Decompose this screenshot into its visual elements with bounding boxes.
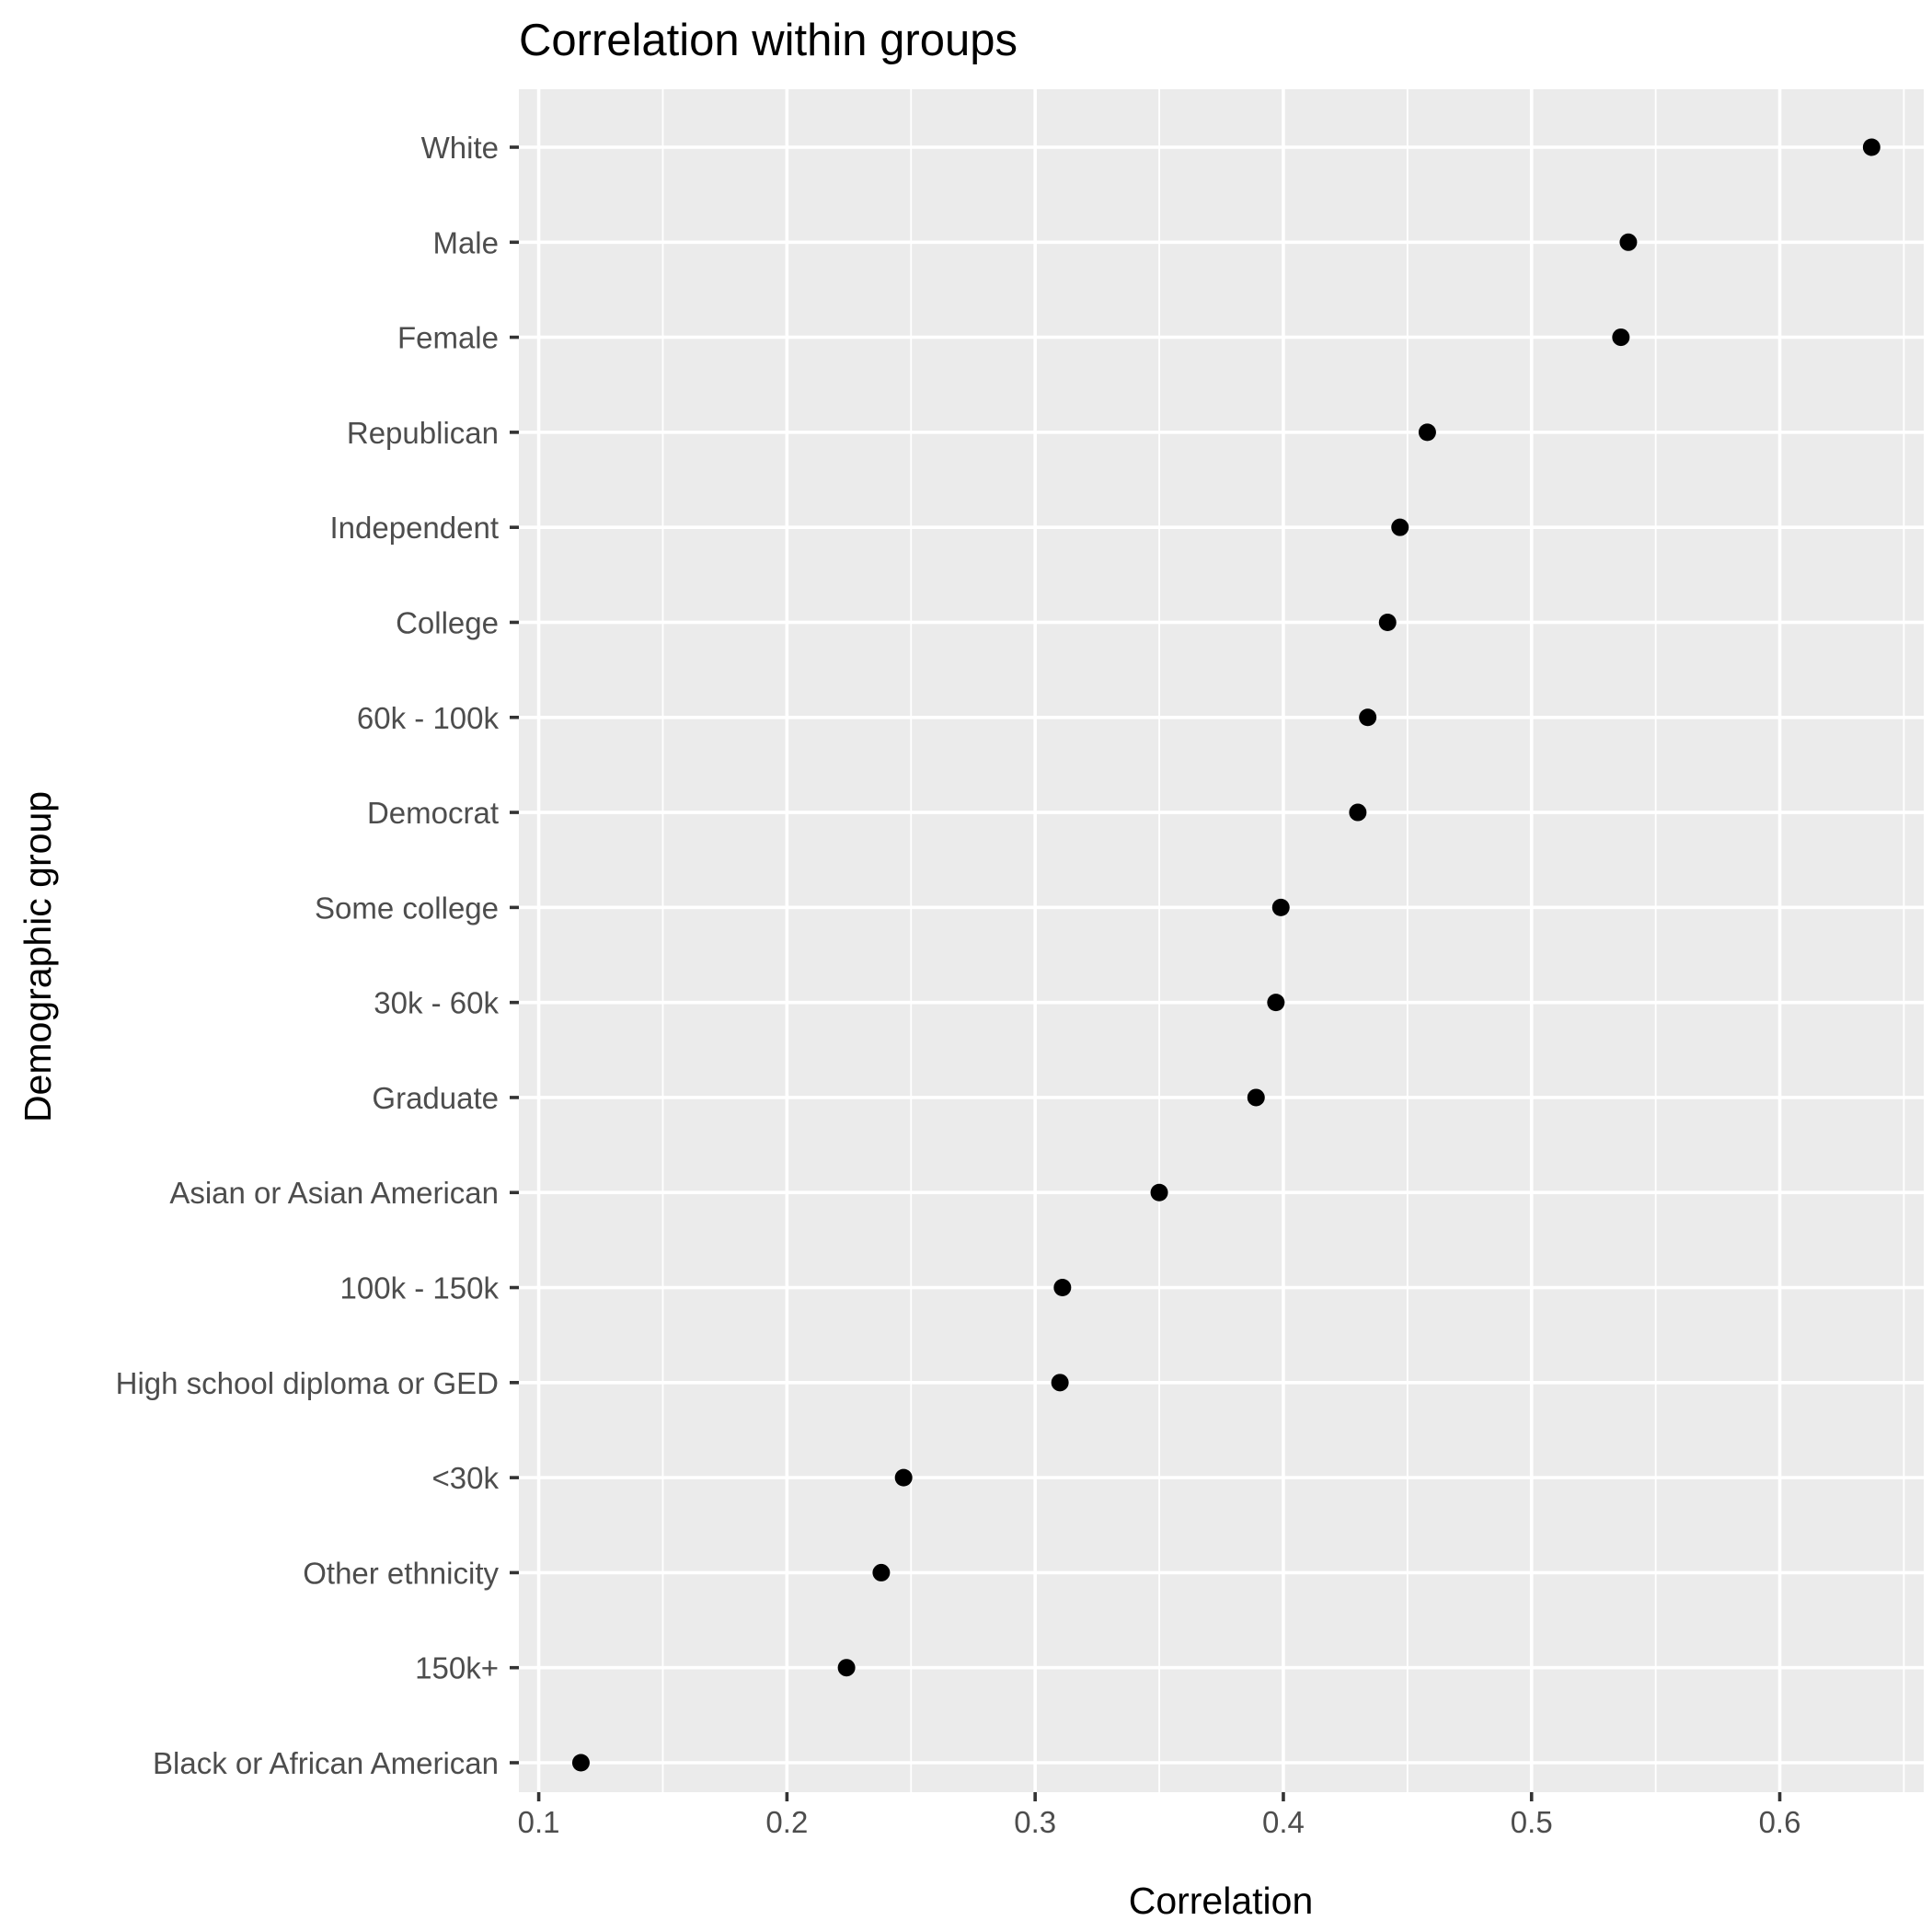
- data-point-16: [837, 1659, 856, 1677]
- x-tick-label-0: 0.1: [518, 1805, 560, 1839]
- y-tick-label-7: Democrat: [367, 796, 499, 830]
- y-axis: White Male Female Republican Independent Coll…: [116, 131, 519, 1780]
- data-points: [571, 138, 1880, 1772]
- chart-title: Correlation within groups: [519, 16, 1018, 65]
- y-tick-label-3: Republican: [347, 416, 499, 450]
- y-tick-label-11: Asian or Asian American: [169, 1176, 499, 1210]
- x-tick-label-1: 0.2: [765, 1805, 808, 1839]
- y-tick-label-14: <30k: [432, 1461, 500, 1495]
- y-tick-label-15: Other ethnicity: [303, 1556, 499, 1590]
- y-axis-title: Demographic group: [17, 791, 59, 1122]
- data-point-15: [872, 1563, 891, 1581]
- x-tick-label-5: 0.6: [1759, 1805, 1801, 1839]
- data-point-12: [1053, 1279, 1072, 1297]
- x-tick-label-2: 0.3: [1014, 1805, 1056, 1839]
- y-tick-label-9: 30k - 60k: [374, 986, 499, 1020]
- data-point-10: [1247, 1088, 1265, 1107]
- data-point-2: [1612, 328, 1630, 347]
- data-point-5: [1378, 613, 1397, 631]
- data-point-11: [1150, 1183, 1168, 1202]
- data-point-17: [571, 1754, 590, 1772]
- y-tick-label-6: 60k - 100k: [357, 701, 500, 735]
- data-point-7: [1349, 803, 1367, 822]
- y-tick-label-1: Male: [432, 225, 499, 259]
- y-tick-label-12: 100k - 150k: [340, 1271, 500, 1305]
- y-tick-label-2: Female: [397, 321, 499, 355]
- minor-gridlines: [661, 89, 1905, 1792]
- y-tick-label-10: Graduate: [372, 1081, 499, 1115]
- data-point-4: [1391, 518, 1409, 536]
- data-point-14: [894, 1468, 913, 1487]
- plot-panel: [519, 89, 1924, 1792]
- x-tick-label-4: 0.5: [1511, 1805, 1553, 1839]
- y-tick-label-0: White: [421, 131, 499, 165]
- y-tick-label-13: High school diploma or GED: [116, 1366, 499, 1400]
- y-tick-label-16: 150k+: [415, 1651, 499, 1685]
- data-point-8: [1271, 898, 1290, 916]
- x-tick-label-3: 0.4: [1262, 1805, 1305, 1839]
- data-point-3: [1418, 423, 1436, 442]
- data-point-13: [1051, 1374, 1069, 1392]
- data-point-0: [1862, 138, 1880, 156]
- y-tick-label-17: Black or African American: [153, 1746, 499, 1780]
- x-axis: 0.1 0.2 0.3 0.4 0.5 0.6: [518, 1792, 1801, 1839]
- y-tick-label-8: Some college: [315, 891, 499, 925]
- y-tick-label-4: Independent: [329, 511, 499, 545]
- data-point-1: [1619, 233, 1638, 251]
- y-tick-label-5: College: [396, 605, 499, 639]
- data-point-9: [1267, 994, 1285, 1012]
- data-point-6: [1359, 708, 1377, 727]
- major-gridlines: [519, 89, 1924, 1792]
- x-axis-title: Correlation: [1129, 1880, 1314, 1922]
